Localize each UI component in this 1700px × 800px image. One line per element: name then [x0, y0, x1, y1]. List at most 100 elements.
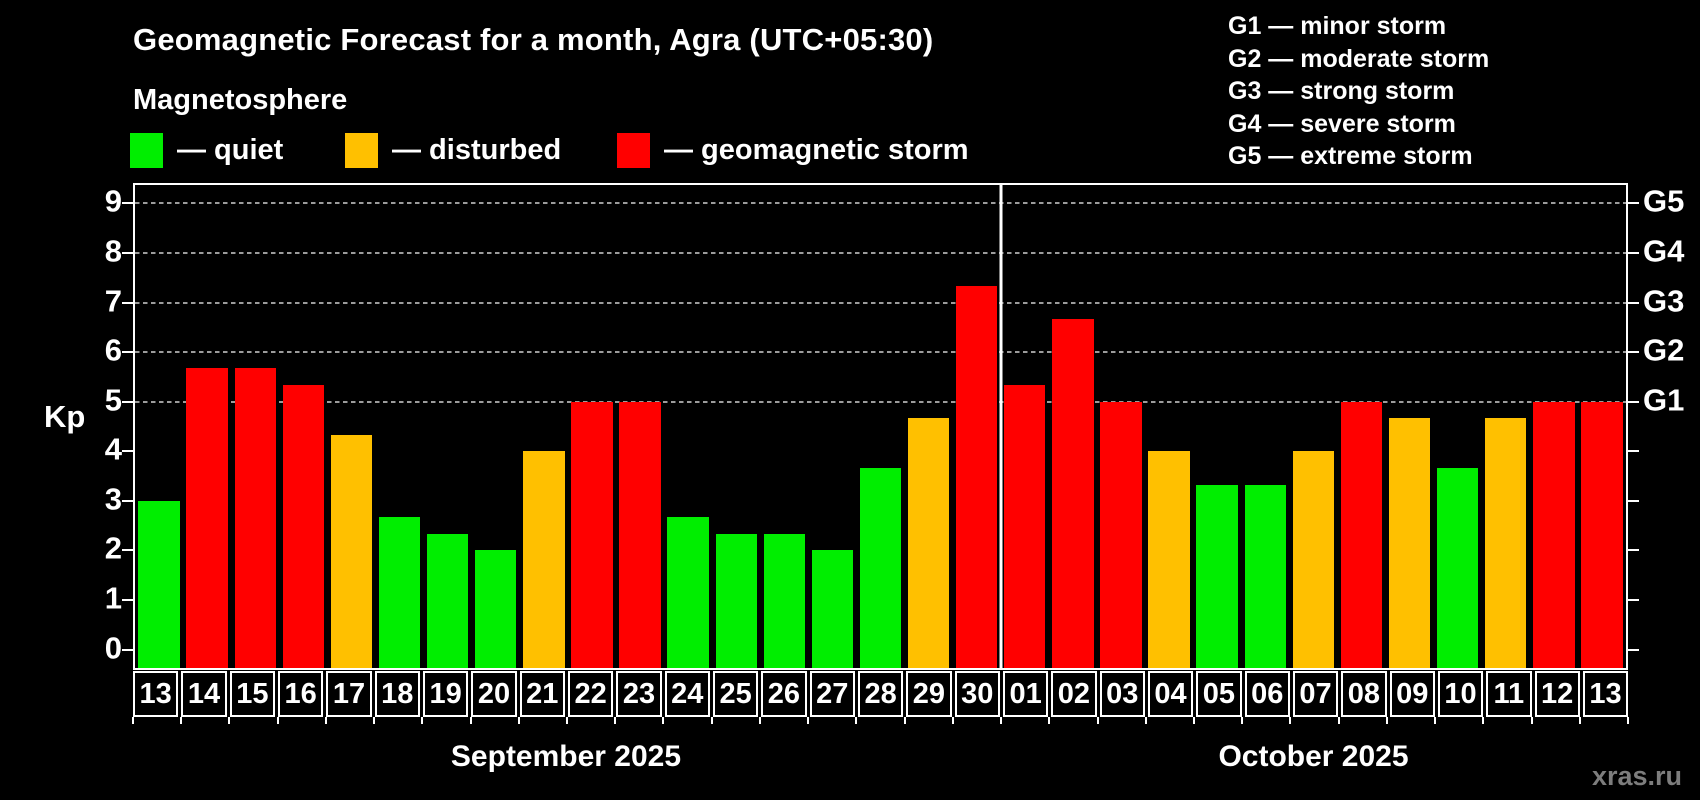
y-axis-tick-label: 6 — [104, 332, 122, 368]
g-axis-tick — [1628, 301, 1639, 304]
kp-bar-day-30 — [956, 286, 998, 668]
kp-bar-day-21 — [523, 451, 565, 668]
magnetosphere-legend: — quiet — disturbed — geomagnetic storm — [0, 131, 1100, 169]
day-label-cell: 23 — [616, 671, 662, 717]
kp-gridline — [135, 351, 1626, 354]
day-label-cell: 09 — [1389, 671, 1435, 717]
g-legend-item: G5 — extreme storm — [1228, 142, 1473, 170]
kp-bar-day-22 — [571, 401, 613, 668]
day-boundary-tick — [132, 717, 134, 724]
day-boundary-tick — [566, 717, 569, 724]
day-label-cell: 05 — [1196, 671, 1242, 717]
month-label-october: October 2025 — [1218, 740, 1409, 773]
day-boundary-tick — [1048, 717, 1051, 724]
y-axis-tick — [122, 499, 133, 502]
kp-bar-day-07 — [1292, 451, 1335, 668]
y-axis-tick-label: 7 — [104, 283, 122, 319]
day-label-cell: 24 — [664, 671, 710, 717]
day-label-cell: 13 — [133, 671, 179, 717]
day-label-cell: 21 — [519, 671, 565, 717]
day-label-cell: 27 — [809, 671, 855, 717]
day-label-cell: 29 — [906, 671, 952, 717]
y-axis-tick — [122, 549, 133, 552]
plot-area: 0 1 2 3 4 5 6 7 8 9 G1 G2 G3 G4 G5 — [105, 183, 1684, 670]
g-axis-tick-label: G3 — [1643, 283, 1685, 319]
watermark: xras.ru — [1591, 761, 1682, 791]
kp-bar-day-03 — [1100, 401, 1142, 668]
day-boundary-tick — [373, 717, 376, 724]
g-axis-tick — [1628, 648, 1639, 651]
kp-bar-day-26 — [763, 534, 805, 668]
day-boundary-tick — [517, 717, 520, 724]
day-boundary-tick — [710, 717, 713, 724]
kp-bar-day-18 — [378, 517, 421, 668]
day-label-cell: 18 — [374, 671, 420, 717]
day-label-cell: 28 — [857, 671, 904, 717]
day-label-cell: 17 — [326, 671, 372, 717]
g-legend-item: G2 — moderate storm — [1228, 44, 1490, 73]
kp-gridline — [135, 251, 1626, 254]
y-axis-tick-label: 0 — [104, 630, 122, 666]
kp-bar-day-02 — [1052, 318, 1094, 668]
g-axis-tick — [1628, 351, 1639, 354]
day-boundary-tick — [1289, 717, 1292, 724]
kp-bar-day-11 — [1485, 418, 1527, 668]
y-axis-tick — [122, 251, 133, 254]
kp-bar-day-29 — [907, 418, 950, 668]
y-axis-tick — [122, 202, 133, 205]
quiet-color-swatch — [130, 132, 163, 168]
y-axis-tick-label: 8 — [104, 233, 122, 269]
storm-color-swatch — [617, 132, 650, 168]
kp-bar-day-25 — [715, 534, 757, 668]
kp-bar-day-09 — [1388, 418, 1431, 668]
kp-gridline — [135, 400, 1626, 403]
y-axis-tick-label: 4 — [104, 431, 122, 467]
day-label-row: 13 14 15 16 17 18 19 20 21 22 23 24 25 26 27 28 29 30 01 02… — [133, 671, 1629, 717]
y-axis-tick — [122, 351, 133, 354]
kp-bar-day-16 — [282, 385, 325, 668]
kp-bar-day-27 — [811, 550, 854, 668]
day-label-cell: 08 — [1341, 671, 1387, 717]
kp-axis-title: Kp — [44, 399, 86, 434]
day-boundary-tick — [180, 717, 183, 724]
g-axis-tick — [1628, 400, 1639, 403]
day-boundary-tick — [1578, 717, 1581, 724]
kp-bar-day-17 — [330, 434, 373, 668]
legend-item-quiet: — quiet — [130, 131, 283, 169]
legend-item-disturbed: — disturbed — [345, 131, 561, 169]
g-axis-tick — [1628, 549, 1639, 552]
day-label-cell: 20 — [471, 671, 517, 717]
kp-bar-day-05 — [1196, 484, 1238, 668]
day-label-cell: 14 — [181, 671, 227, 717]
day-boundary-tick — [951, 717, 954, 724]
g-axis-tick — [1628, 202, 1639, 205]
day-label-cell: 01 — [1002, 671, 1049, 717]
month-label-september: September 2025 — [450, 740, 682, 773]
month-divider-line — [999, 185, 1003, 668]
disturbed-color-swatch — [345, 132, 378, 168]
y-axis-tick — [122, 301, 133, 304]
day-boundary-tick — [228, 717, 231, 724]
day-label-cell: 04 — [1147, 671, 1194, 717]
kp-bar-day-08 — [1340, 401, 1383, 668]
y-axis-tick-label: 5 — [104, 382, 122, 418]
kp-bar-day-01 — [1004, 385, 1046, 668]
day-label-cell: 19 — [422, 671, 469, 717]
kp-bar-day-24 — [667, 517, 709, 668]
day-boundary-tick — [1192, 717, 1195, 724]
day-label-cell: 26 — [761, 671, 807, 717]
kp-bar-day-15 — [234, 368, 276, 668]
day-boundary-tick — [855, 717, 858, 724]
g-axis-tick-label: G4 — [1643, 233, 1685, 269]
y-axis-tick — [122, 599, 133, 602]
day-boundary-tick — [903, 717, 906, 724]
y-axis-tick-label: 3 — [104, 481, 122, 517]
day-boundary-tick — [469, 717, 472, 724]
kp-bar-day-23 — [619, 401, 661, 668]
kp-bar-day-28 — [859, 467, 902, 668]
g-axis-tick — [1628, 450, 1639, 453]
day-label-cell: 03 — [1099, 671, 1145, 717]
day-boundary-tick — [1482, 717, 1485, 724]
day-boundary-tick — [614, 717, 617, 724]
